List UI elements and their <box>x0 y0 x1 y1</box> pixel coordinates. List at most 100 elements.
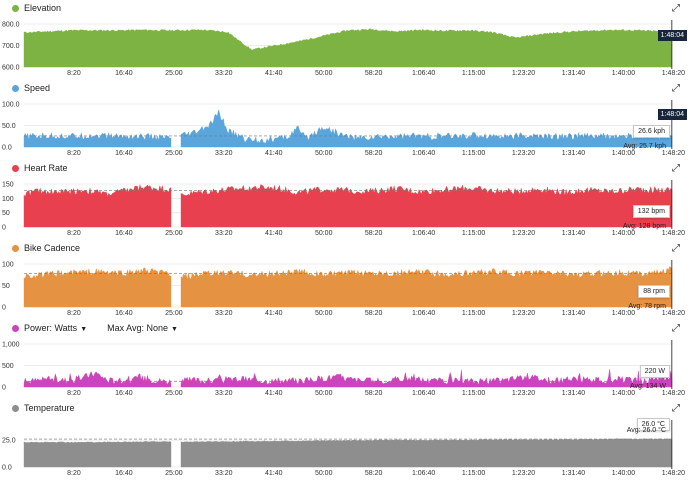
y-tick-label: 1,000 <box>2 342 20 349</box>
average-label: Avg: 25.7 kph <box>623 143 666 150</box>
x-tick-label: 16:40 <box>115 470 133 477</box>
x-tick-label: 1:48:20 <box>662 70 685 77</box>
hover-value-tooltip: 132 bpm <box>632 205 670 218</box>
x-tick-label: 1:06:40 <box>412 390 435 397</box>
plot-svg[interactable]: 800.0 700.0 600.0 8:20 16:40 25:00 33:20 41:40 5… <box>0 0 690 80</box>
expand-icon[interactable]: ⤢ <box>672 243 680 254</box>
plot-svg[interactable]: 1,000 500 0 8:20 16:40 25:00 33:20 41:40 50:00 58… <box>0 320 690 400</box>
max-avg-select[interactable]: Max Avg: None ▼ <box>107 323 178 333</box>
hover-value-tooltip: 26.0 °C <box>636 418 670 431</box>
x-tick-label: 41:40 <box>265 390 283 397</box>
y-tick-label: 150 <box>2 182 14 189</box>
hover-value-tooltip: 88 rpm <box>638 285 670 298</box>
x-tick-label: 25:00 <box>165 230 183 237</box>
plot-svg[interactable]: 150 100 50 0 8:20 16:40 25:00 33:20 41:40 50:00 58… <box>0 160 690 240</box>
series-area <box>180 266 673 308</box>
x-tick-label: 50:00 <box>315 150 333 157</box>
speed-panel: 100.0 50.0 0.0 8:20 16:40 25:00 33:20 41:40 50:0… <box>0 80 690 160</box>
x-tick-label: 58:20 <box>365 70 383 77</box>
temperature-panel: 25.0 0.0 8:20 16:40 25:00 33:20 41:40 50:00 58:2… <box>0 400 690 480</box>
expand-icon[interactable]: ⤢ <box>672 3 680 14</box>
x-tick-label: 1:31:40 <box>562 70 585 77</box>
x-tick-label: 8:20 <box>67 310 81 317</box>
series-area <box>23 183 172 228</box>
x-tick-label: 33:20 <box>215 150 233 157</box>
average-label: Avg: 26.0 °C <box>626 427 666 434</box>
x-tick-label: 41:40 <box>265 230 283 237</box>
x-tick-label: 1:15:00 <box>462 70 485 77</box>
series-area <box>23 131 172 148</box>
y-tick-label: 25.0 <box>2 438 16 445</box>
power-dot-icon <box>12 324 19 332</box>
series-area <box>23 267 172 308</box>
heart-rate-title: Heart Rate <box>12 163 68 173</box>
y-tick-label: 600.0 <box>2 65 20 72</box>
x-tick-label: 50:00 <box>315 470 333 477</box>
x-tick-label: 33:20 <box>215 230 233 237</box>
expand-icon[interactable]: ⤢ <box>672 83 680 94</box>
x-tick-label: 41:40 <box>265 470 283 477</box>
elevation-dot-icon <box>12 4 19 12</box>
expand-icon[interactable]: ⤢ <box>672 163 680 174</box>
x-tick-label: 16:40 <box>115 230 133 237</box>
x-tick-label: 1:48:20 <box>662 150 685 157</box>
elevation-title: Elevation <box>12 3 61 13</box>
temperature-title: Temperature <box>12 403 75 413</box>
average-label: Avg: 128 bpm <box>622 223 666 230</box>
expand-icon[interactable]: ⤢ <box>672 403 680 414</box>
x-tick-label: 1:48:20 <box>662 310 685 317</box>
x-tick-label: 1:40:00 <box>612 150 635 157</box>
x-tick-label: 58:20 <box>365 470 383 477</box>
x-tick-label: 1:48:20 <box>662 470 685 477</box>
x-tick-label: 33:20 <box>215 310 233 317</box>
x-tick-label: 50:00 <box>315 230 333 237</box>
y-tick-label: 50.0 <box>2 123 16 130</box>
average-label: Avg: 78 rpm <box>628 303 666 310</box>
power-metric-select[interactable]: Power: Watts ▼ <box>24 323 88 333</box>
x-tick-label: 8:20 <box>67 70 81 77</box>
x-tick-label: 50:00 <box>315 390 333 397</box>
x-tick-label: 25:00 <box>165 470 183 477</box>
x-tick-label: 1:23:20 <box>512 470 535 477</box>
x-tick-label: 8:20 <box>67 390 81 397</box>
series-area <box>180 438 673 468</box>
y-tick-label: 50 <box>2 283 10 290</box>
cadence-title: Bike Cadence <box>12 243 80 253</box>
speed-dot-icon <box>12 84 19 92</box>
cadence-dot-icon <box>12 244 19 252</box>
x-tick-label: 1:15:00 <box>462 470 485 477</box>
x-tick-label: 1:23:20 <box>512 310 535 317</box>
x-tick-label: 41:40 <box>265 310 283 317</box>
heart-rate-panel: 150 100 50 0 8:20 16:40 25:00 33:20 41:40 50:00 58… <box>0 160 690 240</box>
x-tick-label: 1:15:00 <box>462 150 485 157</box>
x-tick-label: 1:40:00 <box>612 310 635 317</box>
temperature-dot-icon <box>12 404 19 412</box>
plot-svg[interactable]: 25.0 0.0 8:20 16:40 25:00 33:20 41:40 50:00 58:2… <box>0 400 690 480</box>
caret-down-icon: ▼ <box>80 326 88 333</box>
x-tick-label: 58:20 <box>365 310 383 317</box>
x-tick-label: 1:31:40 <box>562 150 585 157</box>
series-area <box>180 369 673 388</box>
x-tick-label: 1:40:00 <box>612 70 635 77</box>
expand-icon[interactable]: ⤢ <box>672 323 680 334</box>
y-tick-label: 800.0 <box>2 22 20 29</box>
plot-svg[interactable]: 100 50 0 8:20 16:40 25:00 33:20 41:40 50:00 58:20… <box>0 240 690 320</box>
x-tick-label: 8:20 <box>67 470 81 477</box>
x-tick-label: 1:31:40 <box>562 230 585 237</box>
x-tick-label: 1:06:40 <box>412 310 435 317</box>
x-tick-label: 1:31:40 <box>562 310 585 317</box>
x-tick-label: 50:00 <box>315 70 333 77</box>
x-tick-label: 1:06:40 <box>412 230 435 237</box>
x-tick-label: 1:23:20 <box>512 230 535 237</box>
y-tick-label: 0 <box>2 225 6 232</box>
hover-value-tooltip: 26.6 kph <box>633 125 670 138</box>
elevation-panel: 800.0 700.0 600.0 8:20 16:40 25:00 33:20 41:40 5… <box>0 0 690 80</box>
plot-svg[interactable]: 100.0 50.0 0.0 8:20 16:40 25:00 33:20 41:40 50:0… <box>0 80 690 160</box>
x-tick-label: 41:40 <box>265 150 283 157</box>
x-tick-label: 25:00 <box>165 150 183 157</box>
x-tick-label: 1:23:20 <box>512 70 535 77</box>
x-tick-label: 1:06:40 <box>412 470 435 477</box>
x-tick-label: 1:40:00 <box>612 230 635 237</box>
cadence-panel: 100 50 0 8:20 16:40 25:00 33:20 41:40 50:00 58:20… <box>0 240 690 320</box>
series-area <box>180 184 673 228</box>
